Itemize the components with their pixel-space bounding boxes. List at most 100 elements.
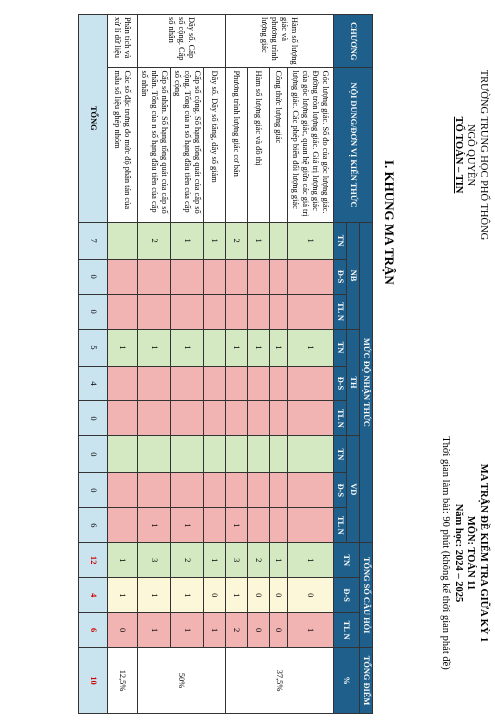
value-cell: 0: [269, 577, 288, 613]
value-cell: 0: [247, 612, 270, 648]
content-cell: Cấp số nhân. Số hạng tổng quát của cấp s…: [137, 67, 171, 223]
value-cell: 1: [170, 507, 204, 543]
value-cell: 1: [247, 329, 270, 366]
content-cell: Góc lượng giác. Số đo của góc lượng giác…: [287, 67, 334, 223]
school-name: TRƯỜNG TRUNG HỌC PHỔ THÔNG: [478, 69, 489, 241]
value-cell: 2: [170, 542, 204, 578]
total-row: TỔNG 7 0 0 5 4 0 0 0 6 12 4 6 10: [78, 14, 108, 714]
chapter-name: Dãy số. Cấp số cộng. Cấp số nhân: [137, 14, 226, 68]
value-cell: [203, 366, 226, 401]
value-cell: [247, 259, 270, 295]
table-row: Cấp số nhân. Số hạng tổng quát của cấp s…: [137, 15, 171, 714]
value-cell: [287, 435, 334, 473]
value-cell: [287, 400, 334, 436]
section-title: I. KHUNG MA TRẬN: [382, 160, 397, 285]
total-cell: 0: [78, 472, 108, 508]
value-cell: [269, 366, 288, 401]
value-cell: [225, 294, 248, 329]
value-cell: [170, 435, 204, 473]
value-cell: [107, 435, 138, 473]
total-tln: TL N: [333, 612, 360, 648]
value-cell: [170, 400, 204, 436]
value-cell: [137, 294, 171, 329]
table-row: Hàm số lượng giác và đồ thị 1 1 2 0 0: [247, 15, 270, 714]
chapter-name: Hàm số lượng giác và phương trình lượng …: [225, 14, 334, 68]
table-row: Phương trình lượng giác cơ bản 2 1 1 3 1 2: [225, 15, 248, 714]
total-ds: Đ-S: [333, 577, 360, 613]
table-row: Công thức lượng giác 1 1 0 0: [269, 15, 288, 714]
value-cell: 0: [247, 577, 270, 613]
content-cell: Công thức lượng giác: [269, 67, 288, 223]
value-cell: 1: [137, 507, 171, 543]
value-cell: 1: [137, 612, 171, 648]
value-cell: [170, 294, 204, 329]
value-cell: [269, 294, 288, 329]
chapter-name: Phân tích và xử lí dữ liệu: [107, 14, 138, 68]
value-cell: [287, 472, 334, 508]
table-row: Phân tích và xử lí dữ liệu Các số đặc trư…: [107, 14, 138, 714]
total-cell: 6: [78, 612, 108, 648]
total-cell: 4: [78, 577, 108, 613]
value-cell: 0: [269, 612, 288, 648]
chapter-percent: 37,5%: [225, 647, 334, 714]
col-chapter: CHƯƠNG: [333, 14, 373, 68]
value-cell: [287, 507, 334, 543]
value-cell: [137, 435, 171, 473]
time-limit: Thời gian làm bài: 90 phút (không kể thờ…: [440, 436, 452, 670]
value-cell: [107, 222, 138, 260]
value-cell: [170, 366, 204, 401]
value-cell: [137, 400, 171, 436]
value-cell: [137, 366, 171, 401]
value-cell: 1: [170, 612, 204, 648]
table-row: Cấp số cộng. Số hạng tổng quát của cấp s…: [170, 15, 204, 714]
vd-ds: Đ-S: [333, 472, 347, 508]
matrix-table: CHƯƠNG NỘI DUNG/ĐƠN VỊ KIẾN THỨC MỨC ĐỘ …: [78, 14, 373, 714]
table-row: Dãy số. Cấp số cộng. Cấp số nhân Dãy số. …: [137, 14, 226, 714]
value-cell: [170, 259, 204, 295]
school-name-2: NGÔ QUYỀN: [465, 123, 477, 187]
value-cell: 1: [247, 222, 270, 260]
content-cell: Hàm số lượng giác và đồ thị: [247, 67, 270, 223]
value-cell: [107, 366, 138, 401]
value-cell: [269, 472, 288, 508]
level-th: TH: [346, 329, 360, 436]
total-cell: 7: [78, 222, 108, 260]
col-total-score: TỔNG ĐIỂM: [359, 647, 373, 714]
nb-tln: TL N: [333, 294, 347, 329]
content-cell: Cấp số cộng. Số hạng tổng quát của cấp s…: [170, 67, 204, 223]
value-cell: 1: [137, 577, 171, 613]
value-cell: [247, 400, 270, 436]
percent-header: %: [333, 647, 360, 714]
value-cell: [203, 507, 226, 543]
total-cell: 0: [78, 400, 108, 436]
total-cell: 4: [78, 366, 108, 401]
total-cell: 5: [78, 329, 108, 366]
value-cell: 1: [225, 329, 248, 366]
value-cell: 0: [107, 612, 138, 648]
value-cell: 1: [107, 329, 138, 366]
value-cell: 2: [225, 612, 248, 648]
th-tln: TL N: [333, 400, 347, 436]
value-cell: [203, 329, 226, 366]
nb-tn: TN: [333, 222, 347, 260]
exam-header: MA TRẬN ĐỀ KIỂM TRA GIỮA KỲ 1 MÔN: TOÁN …: [439, 398, 490, 708]
total-cell: 0: [78, 294, 108, 329]
exam-title: MA TRẬN ĐỀ KIỂM TRA GIỮA KỲ 1: [478, 463, 489, 643]
th-tn: TN: [333, 329, 347, 366]
value-cell: 1: [170, 577, 204, 613]
table-row: Hàm số lượng giác và phương trình lượng …: [225, 14, 334, 714]
value-cell: [203, 435, 226, 473]
value-cell: 1: [287, 329, 334, 366]
value-cell: 2: [225, 222, 248, 260]
value-cell: [269, 507, 288, 543]
value-cell: 1: [287, 542, 334, 578]
total-cell: 0: [78, 259, 108, 295]
value-cell: [203, 294, 226, 329]
value-cell: 2: [247, 542, 270, 578]
value-cell: 1: [225, 507, 248, 543]
value-cell: [247, 435, 270, 473]
value-cell: [225, 400, 248, 436]
content-cell: Phương trình lượng giác cơ bản: [225, 67, 248, 223]
total-cell: 12: [78, 542, 108, 578]
